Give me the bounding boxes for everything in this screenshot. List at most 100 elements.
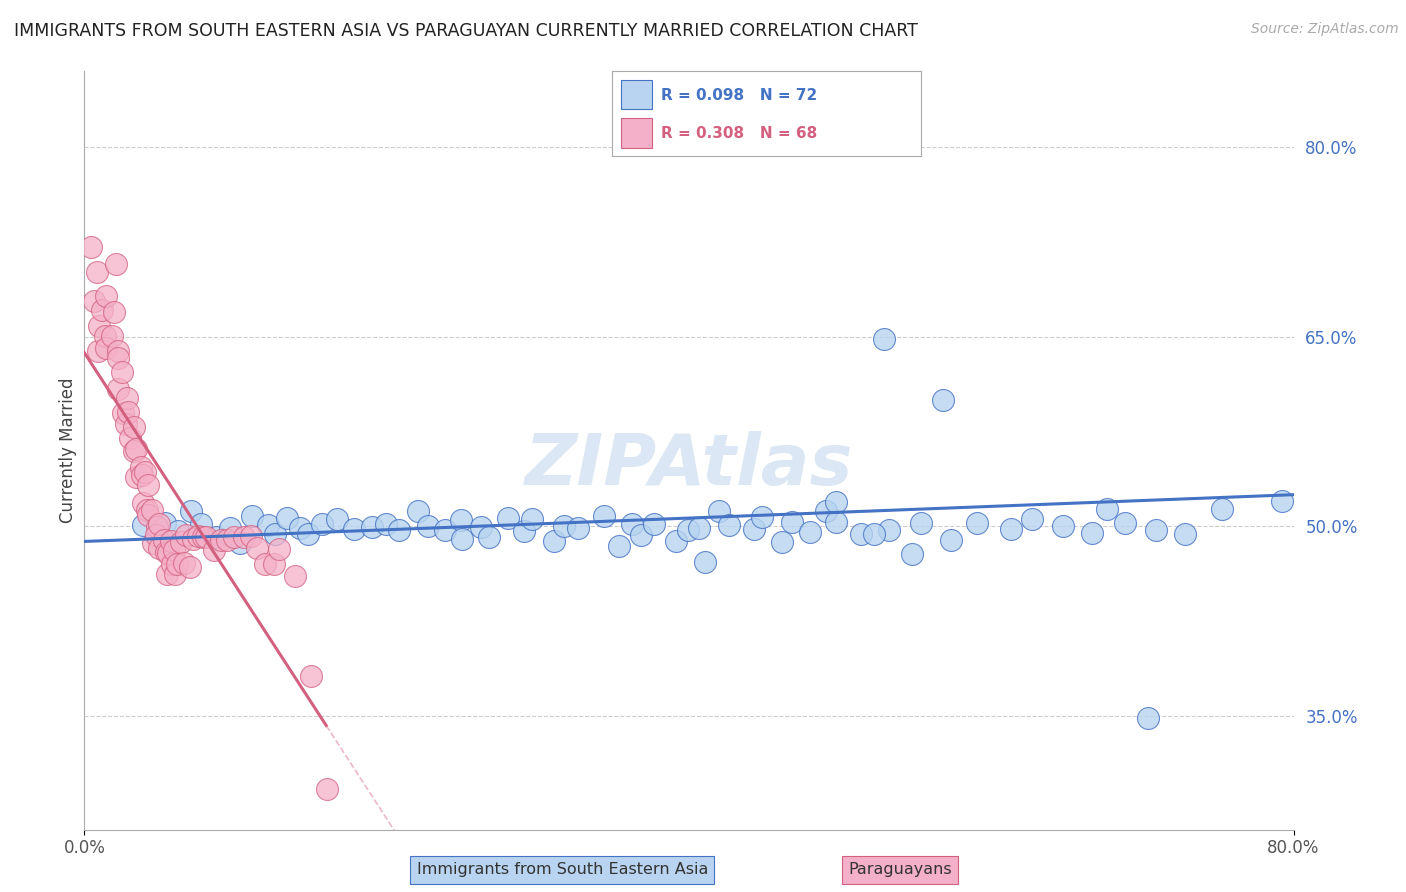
Point [233,530,256,544]
Point [693,555,716,569]
Point [94,328,117,343]
Point [433,523,456,537]
Text: R = 0.098   N = 72: R = 0.098 N = 72 [661,87,817,103]
Point [180,504,202,518]
Point [263,557,285,571]
Text: R = 0.308   N = 68: R = 0.308 N = 68 [661,126,817,141]
Point [148,516,170,531]
Point [118,431,141,445]
Point [173,557,195,571]
Point [643,517,665,532]
Point [114,417,136,432]
Text: Immigrants from South Eastern Asia: Immigrants from South Eastern Asia [416,863,709,877]
Point [86,265,108,279]
Point [1052,519,1074,533]
Point [901,547,924,561]
Text: IMMIGRANTS FROM SOUTH EASTERN ASIA VS PARAGUAYAN CURRENTLY MARRIED CORRELATION C: IMMIGRANTS FROM SOUTH EASTERN ASIA VS PA… [14,22,918,40]
Point [932,392,955,407]
Point [1144,523,1167,537]
Point [717,517,740,532]
Point [193,530,215,544]
Point [297,527,319,541]
Point [665,534,688,549]
Point [153,533,176,548]
Point [470,520,492,534]
Point [877,523,900,537]
Point [105,257,128,271]
Point [939,533,962,547]
Point [873,332,896,346]
Point [90,302,112,317]
Point [1021,511,1043,525]
Point [205,530,228,544]
Point [269,542,291,557]
Point [374,516,396,531]
Point [96,289,118,303]
Point [134,466,156,480]
Point [343,522,366,536]
Point [311,516,333,531]
Point [187,529,209,543]
Point [160,534,183,549]
Point [567,521,589,535]
Point [799,525,821,540]
Point [103,305,125,319]
Point [156,546,179,560]
Point [165,566,187,581]
Point [155,545,177,559]
Point [522,511,544,525]
Point [129,459,152,474]
Point [87,343,110,358]
Point [174,528,197,542]
Point [553,519,575,533]
Point [276,511,298,525]
Point [107,382,129,396]
Point [770,535,793,549]
Point [115,391,138,405]
Point [145,528,167,542]
Bar [621,118,652,147]
Point [125,470,148,484]
Point [513,524,536,538]
Point [89,319,111,334]
Point [1080,526,1102,541]
Point [288,521,311,535]
Point [676,523,699,537]
Point [142,535,165,549]
Text: ZIPAtlas: ZIPAtlas [524,431,853,500]
Point [688,521,710,535]
Point [224,530,246,544]
Point [360,519,382,533]
Point [326,511,349,525]
Point [246,541,269,556]
Point [163,543,186,558]
Point [1137,711,1160,725]
Point [107,344,129,359]
Point [83,293,105,308]
Point [299,669,322,683]
Point [239,529,262,543]
Point [145,520,167,534]
Point [122,443,145,458]
Point [141,503,163,517]
Point [136,503,159,517]
Point [707,503,730,517]
Point [125,442,148,456]
Point [450,513,472,527]
Point [1211,502,1233,516]
Point [450,532,472,546]
Point [229,536,252,550]
Point [132,496,155,510]
Point [122,420,145,434]
Point [80,240,103,254]
Point [202,543,225,558]
Text: Source: ZipAtlas.com: Source: ZipAtlas.com [1251,22,1399,37]
Point [166,524,188,538]
Point [416,518,439,533]
Point [621,516,644,531]
Point [155,516,177,530]
Point [744,522,766,536]
Point [166,557,188,571]
Point [1095,502,1118,516]
Point [156,567,179,582]
